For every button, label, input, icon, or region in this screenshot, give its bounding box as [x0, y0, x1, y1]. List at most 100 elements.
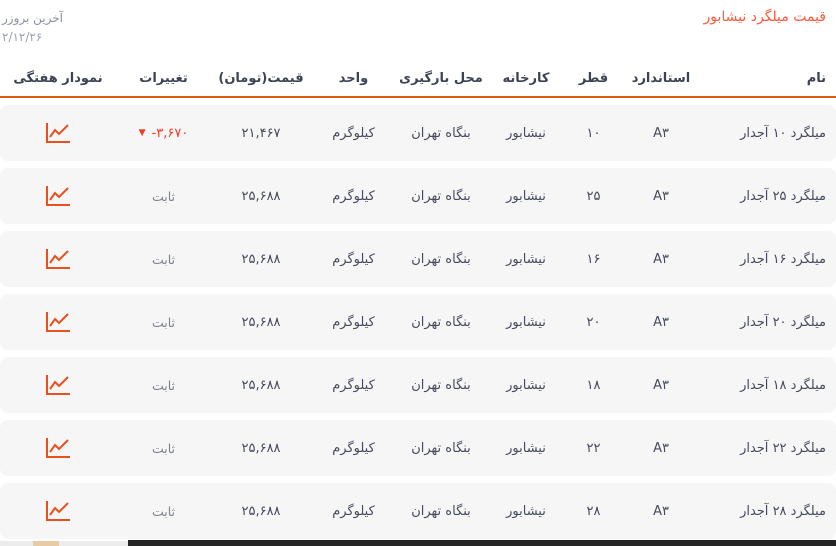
cell-name: میلگرد ۲۵ آجدار — [740, 188, 826, 204]
cell-loading-location: بنگاه تهران — [411, 314, 471, 330]
column-header-price: قیمت(تومان) — [218, 70, 304, 86]
cell-standard: A۳ — [653, 377, 669, 393]
cell-price: ۲۱,۴۶۷ — [241, 125, 281, 141]
cell-factory: نیشابور — [506, 125, 546, 141]
line-chart-icon[interactable] — [44, 184, 72, 208]
cell-factory: نیشابور — [506, 314, 546, 330]
last-update: آخرین بروزر ۲/۱۲/۲۶ — [2, 9, 63, 46]
line-chart-icon[interactable] — [44, 499, 72, 523]
page-title[interactable]: قیمت میلگرد نیشابور — [703, 9, 826, 25]
column-header-loading: محل بارگیری — [399, 70, 483, 86]
table-row: میلگرد ۱۶ آجدار A۳ ۱۶ نیشابور بنگاه تهرا… — [0, 231, 836, 287]
cell-loading-location: بنگاه تهران — [411, 125, 471, 141]
cell-change: ثابت ▼ — [116, 441, 211, 456]
cell-price: ۲۵,۶۸۸ — [241, 503, 281, 519]
cell-standard: A۳ — [653, 251, 669, 267]
cell-loading-location: بنگاه تهران — [411, 188, 471, 204]
cell-change: ثابت ▼ — [116, 378, 211, 393]
cell-name: میلگرد ۲۲ آجدار — [740, 440, 826, 456]
cell-change: ثابت ▼ — [116, 504, 211, 519]
cell-price: ۲۵,۶۸۸ — [241, 440, 281, 456]
cell-loading-location: بنگاه تهران — [411, 440, 471, 456]
column-header-name: نام — [806, 70, 826, 86]
cell-name: میلگرد ۲۰ آجدار — [740, 314, 826, 330]
cell-factory: نیشابور — [506, 251, 546, 267]
column-header-unit: واحد — [338, 70, 369, 86]
cell-diameter: ۲۸ — [586, 503, 601, 519]
cell-unit: کیلوگرم — [332, 251, 375, 267]
cell-loading-location: بنگاه تهران — [411, 251, 471, 267]
cell-factory: نیشابور — [506, 188, 546, 204]
cell-unit: کیلوگرم — [332, 503, 375, 519]
column-header-diameter: قطر — [578, 70, 609, 86]
cell-name: میلگرد ۲۸ آجدار — [740, 503, 826, 519]
cell-weekly-chart — [0, 121, 116, 145]
cell-name: میلگرد ۱۰ آجدار — [740, 125, 826, 141]
cell-weekly-chart — [0, 499, 116, 523]
column-header-factory: کارخانه — [502, 70, 550, 86]
header-divider — [0, 96, 836, 98]
line-chart-icon[interactable] — [44, 436, 72, 460]
cell-loading-location: بنگاه تهران — [411, 377, 471, 393]
cell-name: میلگرد ۱۶ آجدار — [740, 251, 826, 267]
cell-name: میلگرد ۱۸ آجدار — [740, 377, 826, 393]
cell-diameter: ۱۸ — [586, 377, 601, 393]
cell-change: ثابت ▼ — [116, 315, 211, 330]
cell-standard: A۳ — [653, 440, 669, 456]
line-chart-icon[interactable] — [44, 121, 72, 145]
table-row: میلگرد ۱۰ آجدار A۳ ۱۰ نیشابور بنگاه تهرا… — [0, 105, 836, 161]
cell-standard: A۳ — [653, 314, 669, 330]
table-row: میلگرد ۲۰ آجدار A۳ ۲۰ نیشابور بنگاه تهرا… — [0, 294, 836, 350]
cell-loading-location: بنگاه تهران — [411, 503, 471, 519]
cell-change: -۳,۶۷۰ ▼ — [116, 126, 211, 141]
cell-change: ثابت ▼ — [116, 189, 211, 204]
cell-price: ۲۵,۶۸۸ — [241, 188, 281, 204]
cell-weekly-chart — [0, 310, 116, 334]
change-value: ثابت — [151, 251, 176, 267]
cell-unit: کیلوگرم — [332, 125, 375, 141]
change-value: ثابت — [151, 503, 176, 519]
cutoff-footer-gray — [0, 541, 128, 546]
cell-standard: A۳ — [653, 125, 669, 141]
cell-weekly-chart — [0, 184, 116, 208]
cell-unit: کیلوگرم — [332, 440, 375, 456]
line-chart-icon[interactable] — [44, 310, 72, 334]
column-header-weekly-chart: نمودار هفتگی — [13, 70, 103, 86]
cell-price: ۲۵,۶۸۸ — [241, 314, 281, 330]
table-row: میلگرد ۲۵ آجدار A۳ ۲۵ نیشابور بنگاه تهرا… — [0, 168, 836, 224]
change-value: ثابت — [151, 440, 176, 456]
table-header: نام استاندارد قطر کارخانه محل بارگیری وا… — [0, 60, 836, 96]
cell-factory: نیشابور — [506, 440, 546, 456]
cell-diameter: ۲۰ — [586, 314, 601, 330]
table-row: میلگرد ۲۸ آجدار A۳ ۲۸ نیشابور بنگاه تهرا… — [0, 483, 836, 539]
line-chart-icon[interactable] — [44, 247, 72, 271]
table-body: میلگرد ۱۰ آجدار A۳ ۱۰ نیشابور بنگاه تهرا… — [0, 98, 836, 539]
cell-factory: نیشابور — [506, 377, 546, 393]
cell-factory: نیشابور — [506, 503, 546, 519]
change-value: ثابت — [151, 188, 176, 204]
table-row: میلگرد ۲۲ آجدار A۳ ۲۲ نیشابور بنگاه تهرا… — [0, 420, 836, 476]
column-header-standard: استاندارد — [631, 70, 691, 86]
cell-standard: A۳ — [653, 503, 669, 519]
last-update-date: ۲/۱۲/۲۶ — [2, 29, 43, 44]
cell-diameter: ۲۵ — [586, 188, 601, 204]
table-row: میلگرد ۱۸ آجدار A۳ ۱۸ نیشابور بنگاه تهرا… — [0, 357, 836, 413]
cell-price: ۲۵,۶۸۸ — [241, 377, 281, 393]
change-value: ثابت — [151, 377, 176, 393]
cell-weekly-chart — [0, 373, 116, 397]
cutoff-footer-tan — [33, 541, 59, 546]
cell-standard: A۳ — [653, 188, 669, 204]
cell-diameter: ۱۰ — [586, 125, 601, 141]
cell-unit: کیلوگرم — [332, 314, 375, 330]
column-header-changes: تغییرات — [139, 70, 188, 86]
cell-diameter: ۱۶ — [586, 251, 601, 267]
cell-price: ۲۵,۶۸۸ — [241, 251, 281, 267]
line-chart-icon[interactable] — [44, 373, 72, 397]
last-update-label: آخرین بروزر — [2, 11, 64, 25]
cell-diameter: ۲۲ — [586, 440, 601, 456]
change-value: -۳,۶۷۰ — [151, 125, 189, 141]
cell-weekly-chart — [0, 436, 116, 460]
change-value: ثابت — [151, 314, 176, 330]
cell-unit: کیلوگرم — [332, 188, 375, 204]
cell-change: ثابت ▼ — [116, 252, 211, 267]
